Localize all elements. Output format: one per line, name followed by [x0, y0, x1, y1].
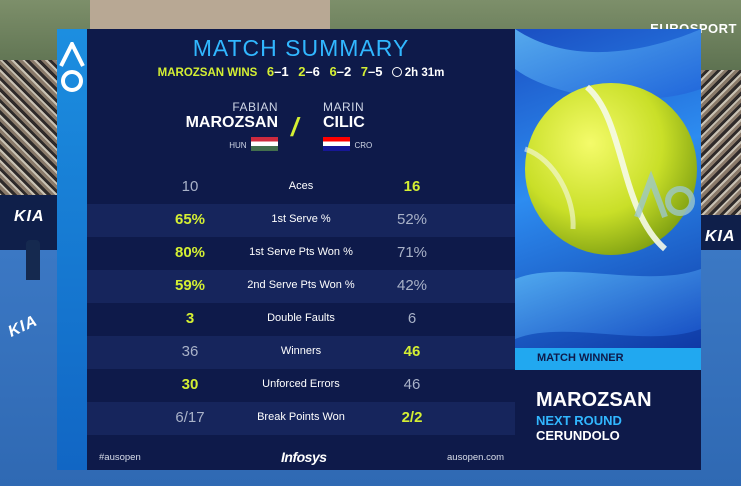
- set-score: 7–5: [360, 64, 383, 79]
- stat-row: 30 Unforced Errors 46: [87, 369, 515, 402]
- crowd-right: [700, 70, 741, 220]
- stat-row: 10 Aces 16: [87, 171, 515, 204]
- stat-row: 59% 2nd Serve Pts Won % 42%: [87, 270, 515, 303]
- clock-icon: [391, 67, 402, 77]
- stat-row: 6/17 Break Points Won 2/2: [87, 402, 515, 435]
- player-country: CRO: [354, 141, 373, 150]
- stat-label: Unforced Errors: [262, 378, 340, 390]
- match-winner-header: MATCH WINNER: [515, 348, 701, 370]
- stat-label: 1st Serve %: [271, 213, 331, 225]
- player-first-name: MARIN: [323, 100, 365, 114]
- match-winner-box: [515, 370, 701, 470]
- stat-player-one: 10: [181, 178, 199, 195]
- stat-player-one: 59%: [174, 277, 206, 294]
- next-round-label: NEXT ROUND: [536, 413, 622, 428]
- stat-label: Winners: [280, 345, 322, 357]
- stat-player-one: 65%: [174, 211, 206, 228]
- set-score: 6–2: [329, 64, 352, 79]
- stat-label: Aces: [288, 180, 314, 192]
- stat-player-two: 46: [403, 376, 421, 393]
- stat-player-two: 16: [403, 178, 421, 195]
- stat-player-one: 3: [185, 310, 195, 327]
- stat-row: 65% 1st Serve % 52%: [87, 204, 515, 237]
- stat-player-two: 6: [407, 310, 417, 327]
- match-winner-name: MAROZSAN: [536, 389, 652, 411]
- set-score: 6–1: [266, 64, 289, 79]
- stat-player-one: 80%: [174, 244, 206, 261]
- tennis-ball-image: [515, 29, 701, 348]
- kia-ad-board: KIA: [705, 228, 736, 245]
- set-score: 2–6: [298, 64, 320, 79]
- versus-slash: /: [291, 112, 299, 142]
- stat-label: 2nd Serve Pts Won %: [247, 279, 355, 291]
- stat-player-two: 42%: [396, 277, 428, 294]
- panel-title: MATCH SUMMARY: [192, 35, 410, 61]
- stat-label: Double Faults: [267, 312, 335, 324]
- stat-row: 36 Winners 46: [87, 336, 515, 369]
- winner-text: MAROZSAN WINS: [157, 67, 258, 79]
- hungary-flag-icon: [251, 136, 278, 151]
- next-round-opponent: CERUNDOLO: [536, 428, 620, 443]
- stat-player-two: 2/2: [401, 409, 423, 426]
- stat-player-two: 71%: [396, 244, 428, 261]
- player-last-name: MAROZSAN: [185, 114, 278, 131]
- stat-label: 1st Serve Pts Won %: [249, 246, 353, 258]
- hashtag: #ausopen: [99, 452, 141, 463]
- croatia-flag-icon: [323, 136, 350, 151]
- match-summary-panel: [87, 29, 515, 470]
- stat-label: Break Points Won: [257, 411, 345, 423]
- ao-strip: [57, 29, 87, 470]
- australian-open-logo-icon: [59, 42, 85, 92]
- match-result: MAROZSAN WINS 6–1 2–6 6–2 7–5 2h 31m: [87, 64, 515, 79]
- stat-row: 3 Double Faults 6: [87, 303, 515, 336]
- stat-player-two: 52%: [396, 211, 428, 228]
- player-two: MARIN CILIC CRO: [323, 100, 423, 153]
- tennis-ball-icon: [515, 29, 701, 339]
- match-winner-label: MATCH WINNER: [537, 352, 624, 364]
- kia-ad-board: KIA: [14, 208, 45, 225]
- line-judge: [26, 240, 40, 280]
- stat-player-one: 6/17: [175, 409, 205, 426]
- website: ausopen.com: [447, 452, 505, 463]
- stat-player-one: 30: [181, 376, 199, 393]
- match-duration: 2h 31m: [404, 67, 445, 79]
- stat-player-one: 36: [181, 343, 199, 360]
- sponsor-logo: Infosys: [281, 449, 327, 465]
- player-last-name: CILIC: [323, 114, 365, 131]
- stat-player-two: 46: [403, 343, 421, 360]
- player-one: FABIAN MAROZSAN HUN: [180, 100, 278, 153]
- player-first-name: FABIAN: [232, 100, 278, 114]
- stat-row: 80% 1st Serve Pts Won % 71%: [87, 237, 515, 270]
- player-country: HUN: [229, 141, 247, 150]
